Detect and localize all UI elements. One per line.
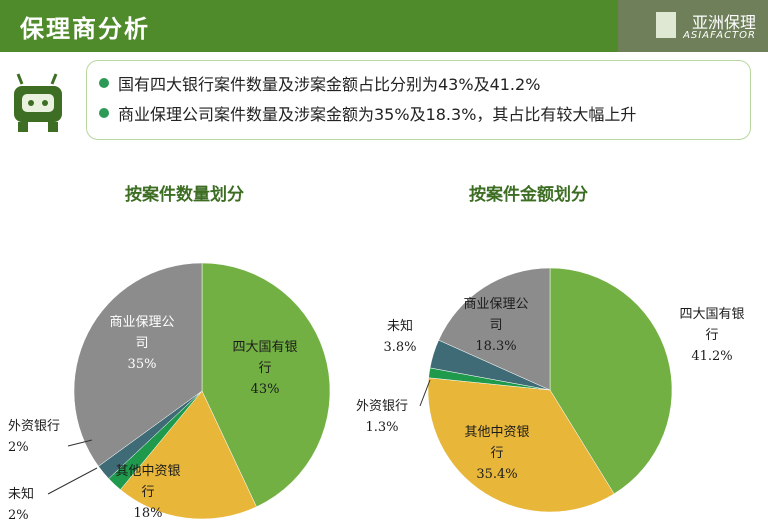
slice-value-label-count-4: 35% [128,357,157,372]
logo-subtext: ASIAFACTOR [683,30,756,41]
leader-line-count-2 [47,467,98,495]
slice-name-label-amount-0: 四大国有银 [679,307,744,322]
slice-name-label-count-0: 四大国有银 [232,340,297,355]
page-title: 保理商分析 [20,15,150,43]
pie-slice-count-1 [120,390,257,520]
slice-name-label-count-3: 外资银行 [8,419,60,434]
summary-bullet-1: 国有四大银行案件数量及涉案金额占比分别为43%及41.2% [99,71,540,95]
slice-name-label-count-4: 商业保理公 [109,315,174,330]
slice-name-label-amount-1: 其他中资银 [464,425,529,440]
slice-value-label-amount-2: 1.3% [365,420,398,435]
summary-bullet-2: 商业保理公司案件数量及涉案金额为35%及18.3%，其占比有较大幅上升 [99,101,636,125]
slice-name-label-amount-0: 行 [705,328,718,343]
header-bar: 保理商分析 亚洲保理 ASIAFACTOR [0,0,768,52]
slice-value-label-amount-3: 3.8% [383,340,416,355]
leader-line-amount-2 [419,379,431,407]
slice-value-label-count-2: 2% [8,508,29,523]
slice-name-label-amount-1: 行 [490,446,503,461]
summary-box: 国有四大银行案件数量及涉案金额占比分别为43%及41.2% 商业保理公司案件数量… [86,60,751,140]
slice-value-label-amount-4: 18.3% [475,339,516,354]
pie-slice-count-0 [201,262,331,508]
leader-line-count-3 [67,439,93,447]
slice-value-label-amount-0: 41.2% [691,349,732,364]
slice-name-label-count-1: 行 [141,485,154,500]
asiafactor-logo-icon [656,12,676,38]
slice-name-label-amount-3: 未知 [387,318,413,334]
logo-text: 亚洲保理 [691,13,756,32]
chart-title-count: 按案件数量划分 [125,185,244,205]
mascot-icon [14,73,62,132]
slice-name-label-count-0: 行 [258,361,271,376]
slice-name-label-count-1: 其他中资银 [115,464,180,479]
slice-value-label-count-3: 2% [8,440,29,455]
slice-name-label-amount-2: 外资银行 [356,399,408,414]
chart-title-amount: 按案件金额划分 [469,185,588,205]
slice-value-label-count-1: 18% [134,506,163,521]
slice-value-label-count-0: 43% [251,382,280,397]
bullet-dot-icon [99,78,109,88]
bullet-dot-icon [99,108,109,118]
slice-name-label-count-4: 司 [135,336,148,351]
slice-name-label-amount-4: 司 [489,318,502,333]
slice-name-label-count-2: 未知 [8,486,34,502]
pie-slice-amount-1 [427,377,615,513]
slice-name-label-amount-4: 商业保理公 [463,297,528,312]
pie-slice-count-4 [73,262,203,467]
pie-slice-amount-0 [549,267,673,495]
slice-value-label-amount-1: 35.4% [476,467,517,482]
header-decoration [618,0,768,52]
pie-slice-amount-4 [438,267,551,391]
